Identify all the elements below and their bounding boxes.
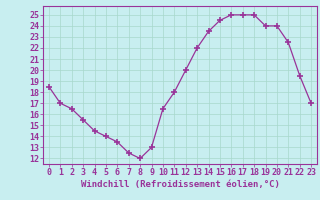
X-axis label: Windchill (Refroidissement éolien,°C): Windchill (Refroidissement éolien,°C) bbox=[81, 180, 279, 189]
